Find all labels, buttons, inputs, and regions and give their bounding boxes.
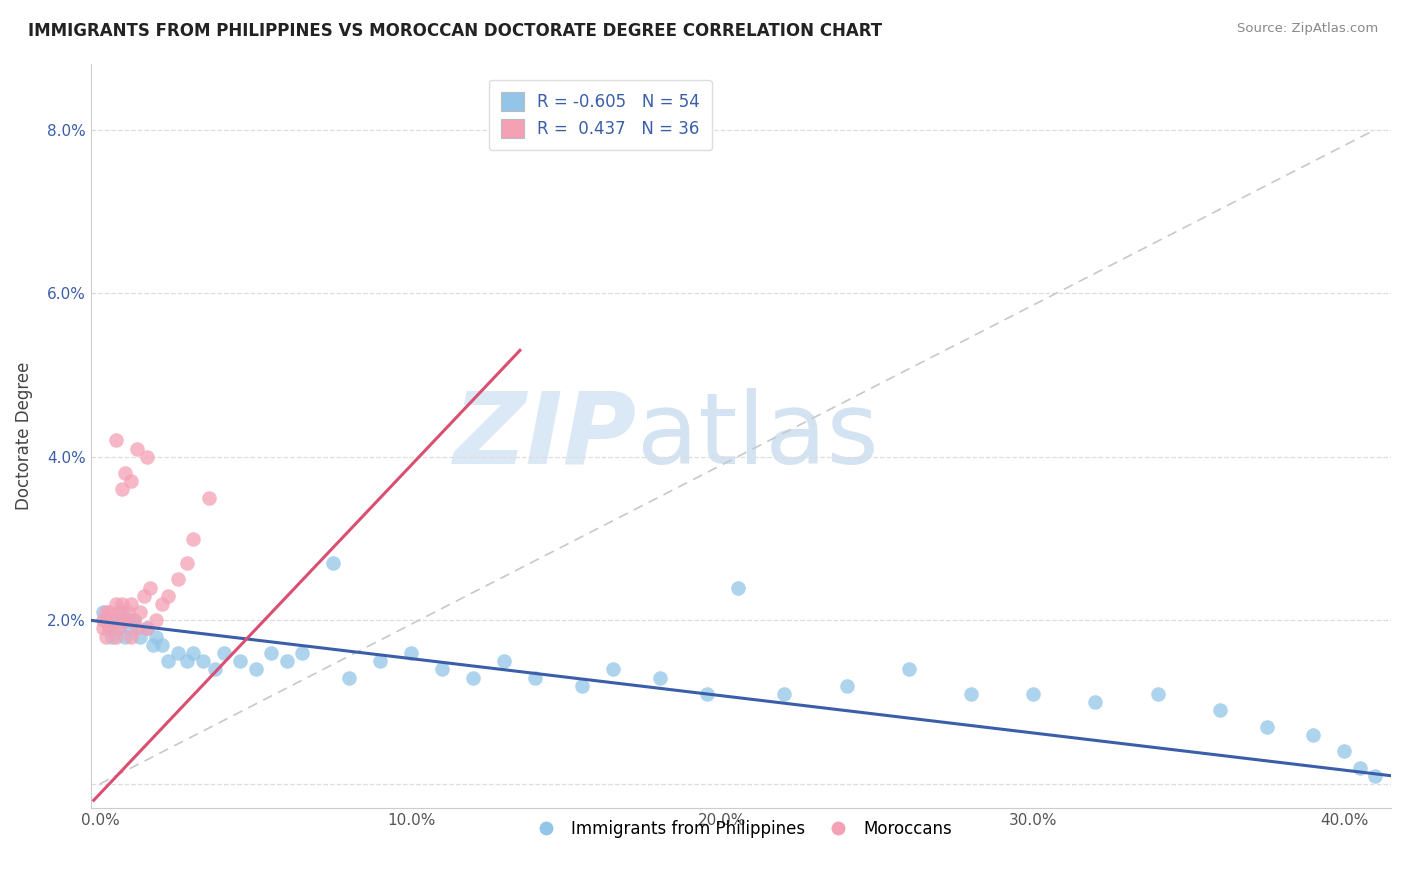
Point [91,622,114,636]
Point [142,638,165,652]
Text: Source: ZipAtlas.com: Source: ZipAtlas.com [1237,22,1378,36]
Point [135,450,157,464]
Point [104,597,127,611]
Point [494,654,516,668]
Point [773,687,796,701]
Point [166,573,188,587]
Point [138,581,160,595]
Point [229,654,252,668]
Point [1364,769,1386,783]
Point [157,589,180,603]
Point [204,662,226,676]
Point [132,589,155,603]
Point [122,613,145,627]
Point [696,687,718,701]
Point [176,556,198,570]
Point [1302,728,1324,742]
Point [150,597,173,611]
Point [107,622,129,636]
Point [104,613,127,627]
Point [181,532,204,546]
Point [111,483,134,497]
Point [337,671,360,685]
Point [166,646,188,660]
Point [96,605,118,619]
Point [98,605,121,619]
Point [176,654,198,668]
Point [602,662,624,676]
Point [571,679,593,693]
Point [91,613,114,627]
Point [135,622,157,636]
Point [120,597,142,611]
Point [127,622,149,636]
Point [1084,695,1107,709]
Point [1146,687,1168,701]
Point [245,662,267,676]
Point [120,475,142,489]
Point [107,622,129,636]
Point [150,638,173,652]
Point [322,556,344,570]
Point [96,613,118,627]
Point [127,442,149,456]
Point [430,662,453,676]
Point [897,662,920,676]
Point [198,491,221,505]
Text: atlas: atlas [637,388,879,484]
Point [96,630,118,644]
Point [101,630,124,644]
Point [98,622,121,636]
Point [399,646,422,660]
Point [145,613,167,627]
Legend: Immigrants from Philippines, Moroccans: Immigrants from Philippines, Moroccans [523,814,959,845]
Point [1209,703,1232,717]
Point [104,434,127,448]
Point [1256,720,1278,734]
Point [114,466,136,480]
Point [129,630,152,644]
Point [727,581,749,595]
Point [214,646,236,660]
Point [111,597,134,611]
Point [117,605,139,619]
Point [960,687,983,701]
Point [101,613,124,627]
Point [1022,687,1045,701]
Point [120,622,142,636]
Point [1348,760,1371,774]
Point [111,613,134,627]
Point [463,671,485,685]
Point [111,605,134,619]
Point [835,679,858,693]
Point [648,671,671,685]
Point [104,630,127,644]
Y-axis label: Doctorate Degree: Doctorate Degree [15,362,32,510]
Point [157,654,180,668]
Point [107,605,129,619]
Point [98,622,121,636]
Point [122,613,145,627]
Point [276,654,298,668]
Point [145,630,167,644]
Point [114,630,136,644]
Point [91,605,114,619]
Text: IMMIGRANTS FROM PHILIPPINES VS MOROCCAN DOCTORATE DEGREE CORRELATION CHART: IMMIGRANTS FROM PHILIPPINES VS MOROCCAN … [28,22,882,40]
Point [191,654,214,668]
Point [120,630,142,644]
Point [129,605,152,619]
Point [524,671,547,685]
Point [291,646,314,660]
Point [260,646,283,660]
Point [181,646,204,660]
Point [1333,744,1355,758]
Point [117,613,139,627]
Text: ZIP: ZIP [454,388,637,484]
Point [135,622,157,636]
Point [114,613,136,627]
Point [368,654,391,668]
